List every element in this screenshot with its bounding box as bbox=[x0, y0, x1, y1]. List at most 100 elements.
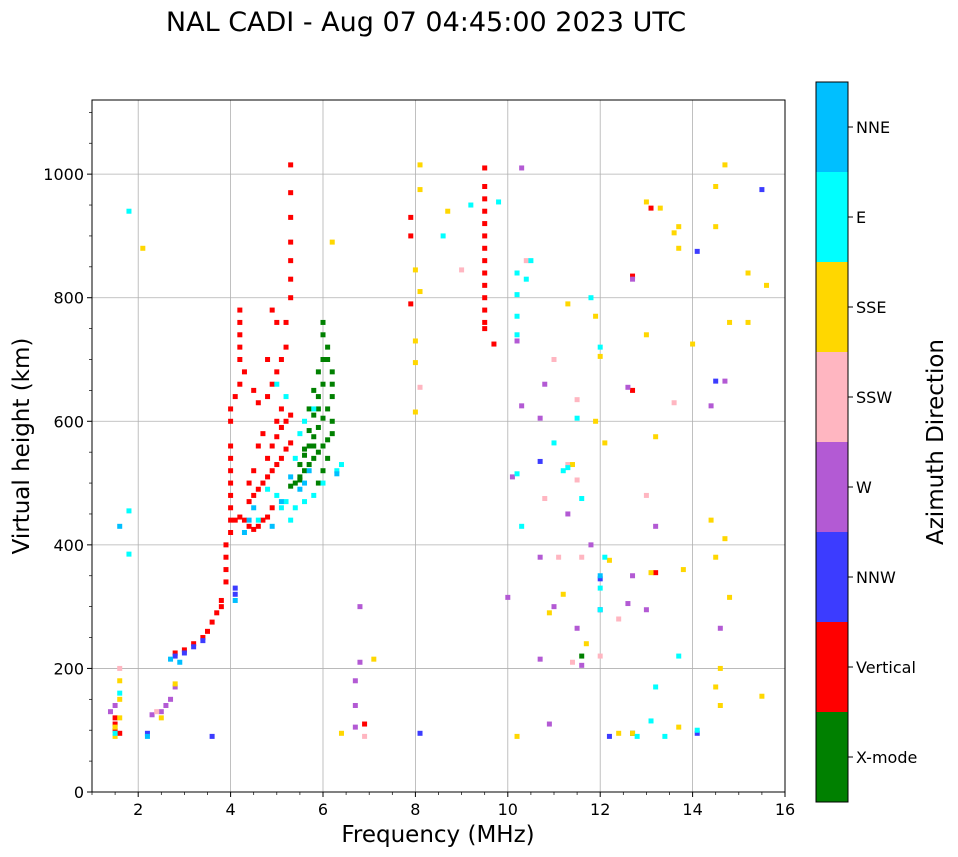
data-point-ssw bbox=[117, 665, 123, 671]
data-point-sse bbox=[412, 360, 418, 366]
data-point-vertical bbox=[232, 394, 238, 400]
colorbar-tick-label: SSW bbox=[856, 388, 892, 407]
data-point-vertical bbox=[482, 319, 488, 325]
colorbar-segment bbox=[816, 172, 848, 262]
colorbar-segment bbox=[816, 442, 848, 532]
data-point-ssw bbox=[542, 496, 548, 502]
data-point-nnw bbox=[209, 733, 215, 739]
data-point-vertical bbox=[482, 245, 488, 251]
data-point-vertical bbox=[482, 295, 488, 301]
data-point-ssw bbox=[417, 384, 423, 390]
data-point-x-mode bbox=[306, 462, 312, 468]
x-tick-label: 2 bbox=[133, 800, 143, 819]
data-point-w bbox=[625, 601, 631, 607]
data-point-nnw bbox=[713, 378, 719, 384]
data-point-w bbox=[643, 607, 649, 613]
data-point-e bbox=[514, 313, 520, 319]
data-point-e bbox=[597, 585, 603, 591]
data-point-e bbox=[694, 727, 700, 733]
data-point-vertical bbox=[218, 597, 224, 603]
data-point-vertical bbox=[278, 406, 284, 412]
data-point-ssw bbox=[643, 492, 649, 498]
data-point-e bbox=[265, 486, 271, 492]
y-tick-label: 600 bbox=[53, 412, 84, 431]
data-point-ssw bbox=[597, 653, 603, 659]
data-point-nne bbox=[302, 480, 308, 486]
data-point-x-mode bbox=[320, 319, 326, 325]
data-point-vertical bbox=[228, 468, 234, 474]
data-point-vertical bbox=[228, 418, 234, 424]
data-point-sse bbox=[722, 162, 728, 168]
data-point-w bbox=[630, 276, 636, 282]
data-point-w bbox=[149, 712, 155, 718]
data-point-x-mode bbox=[306, 428, 312, 434]
data-point-nne bbox=[269, 523, 275, 529]
data-point-e bbox=[274, 492, 280, 498]
data-point-sse bbox=[140, 245, 146, 251]
data-point-sse bbox=[514, 733, 520, 739]
data-point-vertical bbox=[491, 341, 497, 347]
data-point-sse bbox=[717, 665, 723, 671]
data-point-sse bbox=[560, 591, 566, 597]
data-point-vertical bbox=[112, 715, 118, 721]
data-point-vertical bbox=[251, 492, 257, 498]
data-point-vertical bbox=[228, 455, 234, 461]
data-point-sse bbox=[676, 724, 682, 730]
data-point-x-mode bbox=[325, 437, 331, 443]
data-point-x-mode bbox=[315, 424, 321, 430]
data-point-vertical bbox=[265, 514, 271, 520]
data-point-vertical bbox=[482, 258, 488, 264]
x-tick-label: 4 bbox=[226, 800, 236, 819]
data-point-sse bbox=[412, 267, 418, 273]
data-point-w bbox=[519, 165, 525, 171]
data-point-vertical bbox=[283, 446, 289, 452]
data-point-x-mode bbox=[315, 449, 321, 455]
data-point-sse bbox=[606, 557, 612, 563]
data-point-vertical bbox=[237, 514, 243, 520]
data-point-sse bbox=[764, 282, 770, 288]
data-point-e bbox=[338, 462, 344, 468]
data-point-x-mode bbox=[306, 406, 312, 412]
data-point-x-mode bbox=[320, 415, 326, 421]
data-point-e bbox=[288, 517, 294, 523]
data-point-nnw bbox=[417, 730, 423, 736]
data-point-sse bbox=[117, 678, 123, 684]
data-point-x-mode bbox=[315, 369, 321, 375]
data-point-e bbox=[574, 415, 580, 421]
data-point-e bbox=[334, 468, 340, 474]
data-point-e bbox=[255, 517, 261, 523]
data-point-nnw bbox=[759, 187, 765, 193]
data-point-w bbox=[519, 403, 525, 409]
data-point-nne bbox=[177, 659, 183, 665]
data-point-nnw bbox=[232, 591, 238, 597]
data-point-vertical bbox=[269, 307, 275, 313]
data-point-vertical bbox=[482, 165, 488, 171]
data-point-vertical bbox=[269, 443, 275, 449]
data-point-w bbox=[163, 703, 169, 708]
data-points bbox=[107, 162, 770, 739]
data-point-vertical bbox=[255, 523, 261, 529]
data-point-vertical bbox=[274, 462, 280, 468]
data-point-x-mode bbox=[311, 455, 317, 461]
data-point-nnw bbox=[172, 653, 178, 659]
data-point-w bbox=[352, 703, 358, 708]
data-point-vertical bbox=[482, 208, 488, 214]
x-tick-label: 8 bbox=[410, 800, 420, 819]
data-point-sse bbox=[727, 594, 733, 600]
y-tick-label: 0 bbox=[74, 783, 84, 802]
data-point-x-mode bbox=[311, 412, 317, 418]
data-point-vertical bbox=[408, 233, 414, 239]
data-point-vertical bbox=[288, 295, 294, 301]
data-point-sse bbox=[630, 730, 636, 736]
data-point-x-mode bbox=[311, 434, 317, 440]
data-point-sse bbox=[117, 715, 123, 721]
plot-background bbox=[92, 100, 785, 792]
data-point-vertical bbox=[283, 344, 289, 350]
data-point-x-mode bbox=[320, 381, 326, 387]
data-point-e bbox=[519, 523, 525, 529]
colorbar-tick-label: NNW bbox=[856, 568, 896, 587]
data-point-x-mode bbox=[292, 480, 298, 486]
x-tick-label: 10 bbox=[498, 800, 518, 819]
data-point-e bbox=[602, 554, 608, 560]
data-point-w bbox=[542, 381, 548, 387]
